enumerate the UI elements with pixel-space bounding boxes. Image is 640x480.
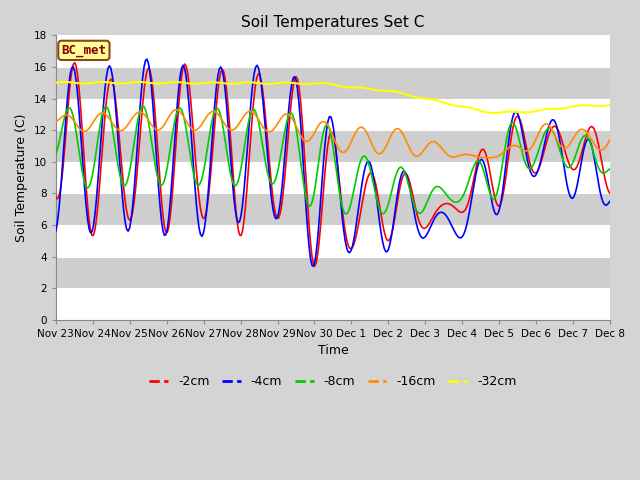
Bar bbox=[56, 67, 610, 98]
Bar bbox=[56, 256, 610, 288]
Bar bbox=[56, 162, 610, 193]
X-axis label: Time: Time bbox=[317, 344, 348, 357]
Bar bbox=[56, 36, 610, 67]
Text: BC_met: BC_met bbox=[61, 44, 106, 57]
Title: Soil Temperatures Set C: Soil Temperatures Set C bbox=[241, 15, 424, 30]
Bar bbox=[56, 193, 610, 225]
Bar bbox=[56, 98, 610, 130]
Bar bbox=[56, 130, 610, 162]
Bar bbox=[56, 225, 610, 256]
Legend: -2cm, -4cm, -8cm, -16cm, -32cm: -2cm, -4cm, -8cm, -16cm, -32cm bbox=[145, 370, 522, 393]
Bar bbox=[56, 288, 610, 320]
Y-axis label: Soil Temperature (C): Soil Temperature (C) bbox=[15, 113, 28, 242]
